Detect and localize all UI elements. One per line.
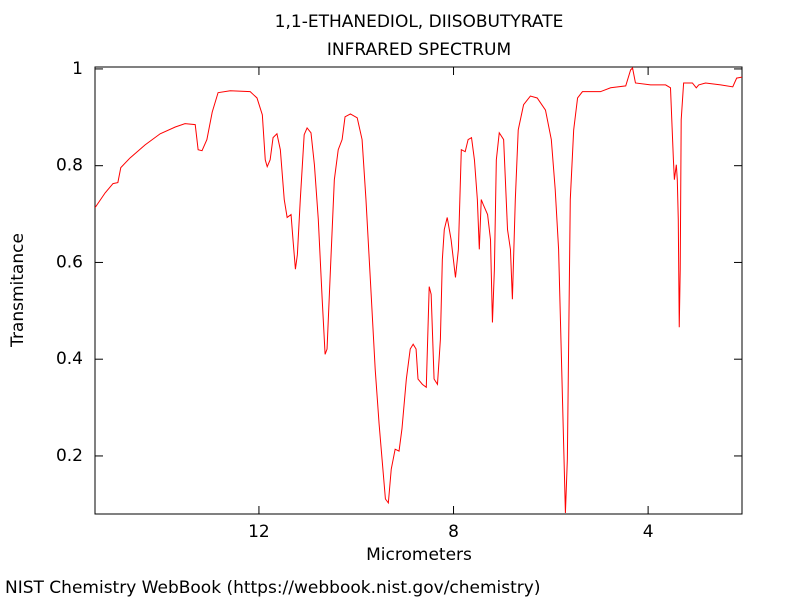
y-axis-label: Transmitance <box>8 233 28 348</box>
chart-title: 1,1-ETHANEDIOL, DIISOBUTYRATE <box>275 12 564 32</box>
x-tick-label: 8 <box>448 522 459 542</box>
y-tick-label: 0.4 <box>56 349 83 369</box>
x-tick-label: 4 <box>643 522 654 542</box>
x-axis-label: Micrometers <box>366 545 472 565</box>
plot-frame <box>94 66 743 515</box>
spectrum-line <box>95 67 742 514</box>
y-tick-label: 1 <box>72 59 83 79</box>
chart-subtitle: INFRARED SPECTRUM <box>327 40 511 60</box>
y-tick-label: 0.8 <box>56 156 83 176</box>
y-tick-label: 0.6 <box>56 252 83 272</box>
y-tick-label: 0.2 <box>56 446 83 466</box>
source-note: NIST Chemistry WebBook (https://webbook.… <box>5 578 540 598</box>
x-tick-label: 12 <box>248 522 270 542</box>
